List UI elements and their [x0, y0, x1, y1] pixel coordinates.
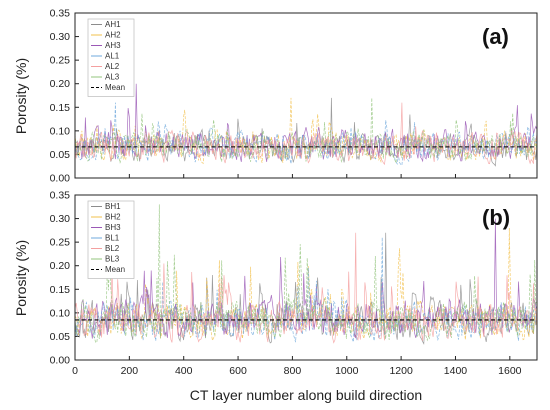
panel-b: 0.00 0.05 0.10 0.15 0.20 0.25 0.30 0.35 0 200 400 6…: [13, 190, 538, 403]
x-tick-label: 1000: [335, 365, 359, 377]
y-tick-label: 0.25: [50, 237, 71, 249]
y-tick-label: 0.35: [50, 190, 71, 202]
legend-entry-al2: AL2: [105, 62, 120, 71]
series-line-ah3: [74, 83, 538, 163]
panel-a-plot-area: [75, 13, 537, 178]
legend-entry-ah3: AH3: [105, 41, 121, 50]
y-tick-label: 0.15: [50, 284, 71, 296]
y-tick-label: 0.25: [50, 55, 71, 67]
legend-entry-mean: Mean: [105, 83, 125, 92]
y-tick-label: 0.05: [50, 149, 71, 161]
legend-entry-ah2: AH2: [105, 31, 121, 40]
x-tick-label: 200: [121, 365, 139, 377]
panel-a-label: (a): [482, 24, 509, 49]
legend-entry-bl1: BL1: [105, 234, 120, 243]
x-tick-label: 0: [72, 365, 78, 377]
x-tick-label: 1200: [389, 365, 413, 377]
series-line-bl1: [74, 237, 538, 343]
series-line-bl2: [74, 232, 538, 344]
x-tick-label: 600: [229, 365, 247, 377]
y-tick-label: 0.35: [50, 8, 71, 20]
y-tick-label: 0.30: [50, 31, 71, 43]
legend-entry-al3: AL3: [105, 73, 120, 82]
x-tick-label: 1600: [498, 365, 522, 377]
series-line-al2: [74, 102, 538, 166]
legend-box: [87, 18, 135, 97]
legend-entry-bh3: BH3: [105, 223, 121, 232]
legend-entry-ah1: AH1: [105, 20, 121, 29]
legend-entry-mean: Mean: [105, 265, 125, 274]
y-tick-label: 0.10: [50, 307, 71, 319]
panel-b-plot-area: [75, 195, 537, 360]
series-line-al3: [74, 97, 538, 164]
y-tick-label: 0.15: [50, 102, 71, 114]
legend-entry-bl3: BL3: [105, 255, 120, 264]
y-tick-label: 0.05: [50, 331, 71, 343]
panel-a-frame: [74, 12, 538, 179]
x-tick-label: 1400: [444, 365, 468, 377]
panel-b-ticks: 0.00 0.05 0.10 0.15 0.20 0.25 0.30 0.35 0 200 400 6…: [50, 190, 522, 378]
legend-entry-bh2: BH2: [105, 213, 121, 222]
y-tick-label: 0.30: [50, 213, 71, 225]
series-line-ah1: [74, 97, 538, 167]
panel-a-ylabel: Porosity (%): [13, 58, 29, 134]
series-line-bl3: [74, 204, 538, 344]
legend-entry-bl2: BL2: [105, 244, 120, 253]
y-tick-label: 0.00: [50, 173, 71, 185]
panel-b-frame: [74, 194, 538, 361]
panel-a: 0.00 0.05 0.10 0.15 0.20 0.25 0.30 0.35 Porosit…: [13, 8, 538, 185]
panel-a-series: [74, 83, 538, 167]
y-tick-label: 0.20: [50, 78, 71, 90]
panel-b-ylabel: Porosity (%): [13, 240, 29, 316]
panel-a-ticks: 0.00 0.05 0.10 0.15 0.20 0.25 0.30 0.35: [50, 8, 511, 185]
series-line-bh3: [74, 218, 538, 339]
x-tick-label: 400: [175, 365, 193, 377]
panel-b-label: (b): [482, 205, 510, 230]
legend-box: [87, 200, 135, 279]
legend-entry-bh1: BH1: [105, 202, 121, 211]
panel-b-series: [74, 204, 538, 345]
x-axis-label: CT layer number along build direction: [190, 387, 422, 403]
legend-entry-al1: AL1: [105, 52, 120, 61]
y-tick-label: 0.20: [50, 260, 71, 272]
x-tick-label: 800: [284, 365, 302, 377]
y-tick-label: 0.00: [50, 355, 71, 367]
y-tick-label: 0.10: [50, 125, 71, 137]
